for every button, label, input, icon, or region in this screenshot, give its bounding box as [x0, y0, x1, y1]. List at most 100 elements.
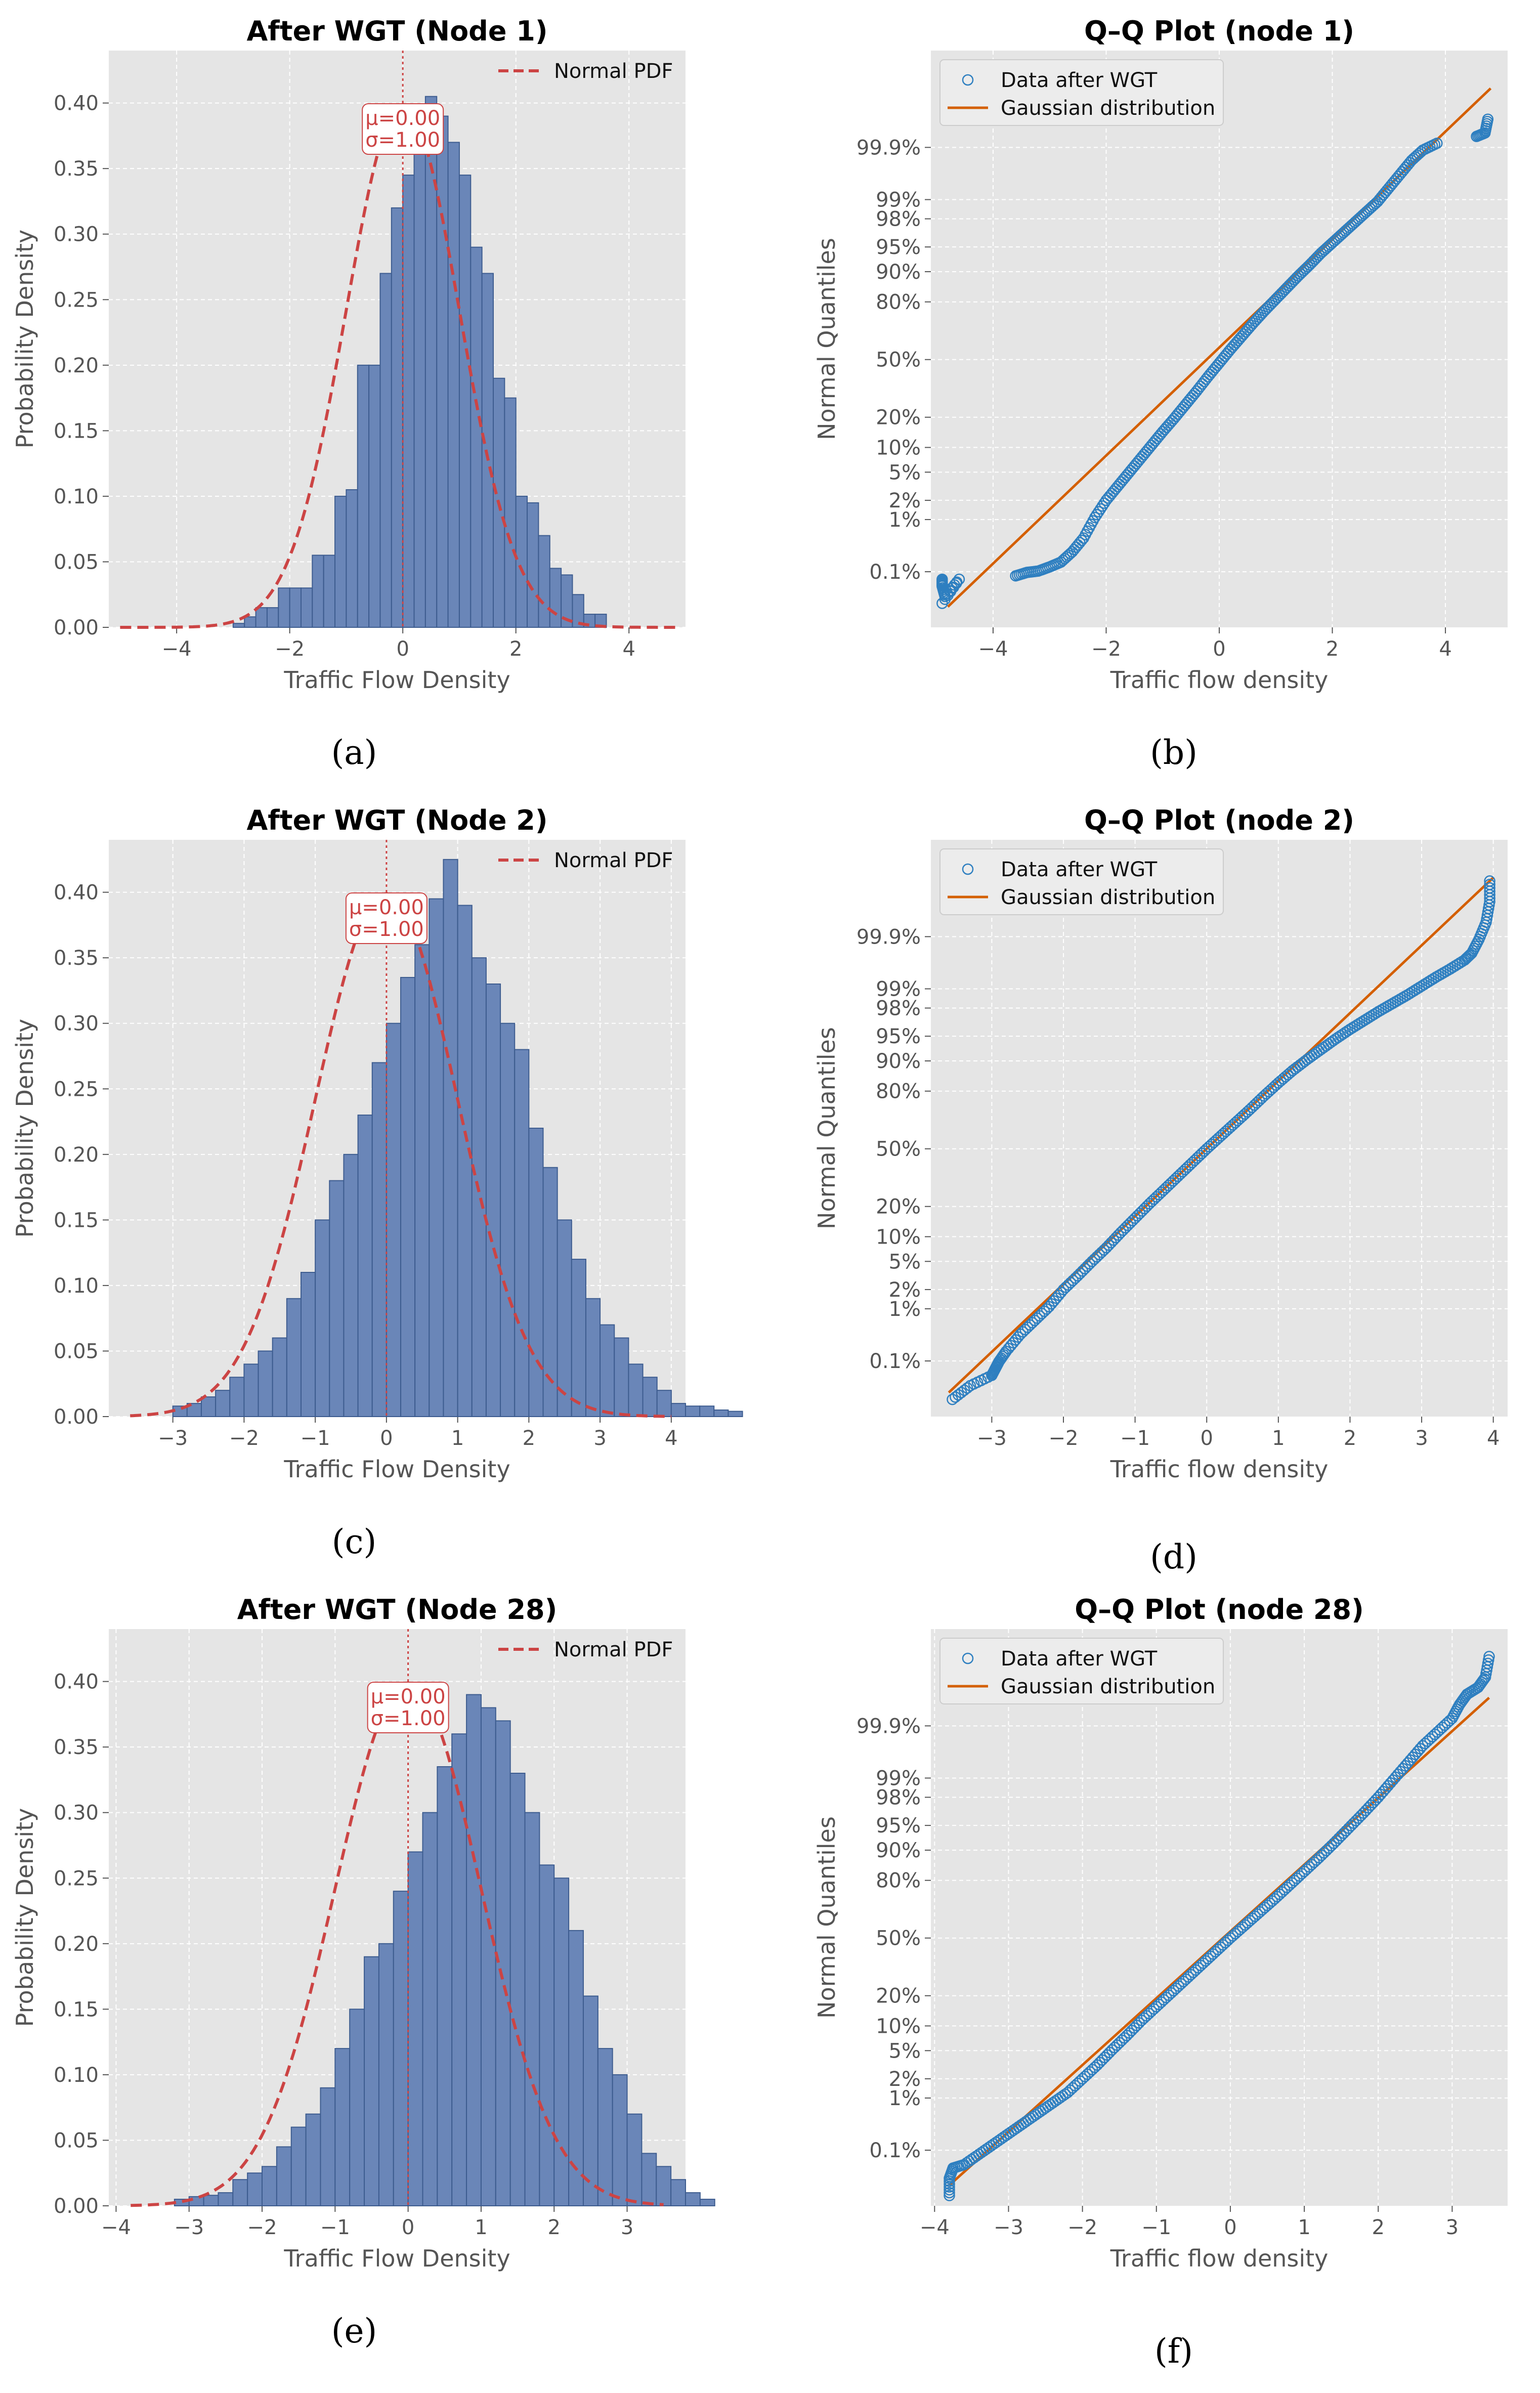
qq-point [1064, 547, 1076, 560]
mean-annotation: μ=0.00 [371, 1685, 446, 1708]
histogram-bar [424, 96, 438, 628]
histogram-bar [699, 2199, 715, 2206]
histogram-bar [229, 1377, 245, 1417]
histogram-bar [553, 1877, 570, 2206]
legend-data-marker [962, 863, 974, 875]
histogram-bar [485, 984, 501, 1417]
panel-caption: (f) [1154, 2332, 1193, 2371]
qq-point [1478, 1673, 1490, 1685]
histogram-bar [528, 1128, 544, 1417]
y-tick-label: 0.1% [869, 1350, 921, 1373]
histogram-bar [656, 2166, 672, 2207]
histogram-bar [262, 2166, 277, 2207]
x-tick-label: 4 [1439, 637, 1451, 661]
histogram-bar [334, 495, 347, 628]
y-axis-label: Normal Quantiles [813, 1816, 840, 2019]
histogram-bar [329, 1180, 345, 1418]
histogram-bar [495, 1720, 511, 2206]
y-tick-label: 50% [876, 1927, 921, 1950]
y-tick-label: 0.35 [54, 157, 99, 181]
y-tick-label: 0.30 [54, 223, 99, 246]
x-axis-label: Traffic flow density [1110, 666, 1329, 694]
histogram-bar [305, 2113, 321, 2206]
y-tick-label: 0.1% [869, 561, 921, 584]
histogram-bar [278, 587, 290, 628]
y-tick-label: 0.20 [54, 1933, 99, 1956]
histogram-bar [557, 1219, 572, 1417]
legend-pdf-label: Normal PDF [554, 849, 673, 872]
y-tick-label: 5% [889, 2039, 921, 2063]
stats-annotation-box [362, 103, 444, 155]
x-tick-label: 0 [1213, 637, 1225, 661]
histogram-bar [346, 489, 358, 628]
y-tick-label: 90% [876, 1050, 921, 1073]
x-tick-label: −3 [994, 2216, 1023, 2239]
y-tick-label: 0.25 [54, 1867, 99, 1890]
gaussian-reference-line [948, 876, 1494, 1394]
x-tick-label: 4 [665, 1427, 677, 1450]
histogram-bar [642, 1377, 658, 1417]
y-tick-label: 1% [889, 1298, 921, 1321]
qq-point [1255, 309, 1267, 321]
qq-point [1309, 253, 1321, 265]
x-tick-label: −2 [229, 1427, 259, 1450]
histogram-bar [585, 1298, 601, 1417]
x-axis-label: Traffic Flow Density [283, 2245, 510, 2272]
histogram-bar [244, 616, 256, 628]
y-tick-label: 0.1% [869, 2139, 921, 2162]
qq-point [1477, 1675, 1489, 1687]
histogram-bar [728, 1411, 743, 1418]
histogram-bar [597, 2048, 613, 2206]
y-tick-label: 99.9% [857, 136, 921, 159]
histogram-bar [215, 1390, 231, 1418]
legend-data-marker [962, 74, 974, 86]
y-tick-label: 0.10 [54, 485, 99, 508]
panel-e: −4 −3 −2 −1 0 1 2 3 0.00 0.05 0.10 0.15 0.20 0.25 0.30… [11, 1594, 715, 2351]
histogram-bar [386, 1022, 402, 1417]
chart-title: After WGT (Node 2) [246, 804, 547, 836]
histogram-bar [349, 2009, 365, 2206]
qq-point [1093, 506, 1104, 518]
histogram-bar [400, 977, 416, 1417]
stats-annotation-box [367, 1682, 449, 1733]
mean-annotation: μ=0.00 [349, 896, 424, 919]
legend-pdf-label: Normal PDF [554, 1638, 673, 1661]
qq-point [1370, 197, 1382, 209]
std-annotation: σ=1.00 [365, 129, 440, 152]
y-tick-label: 99.9% [857, 1715, 921, 1738]
histogram-bar [670, 2179, 687, 2206]
histogram-bar [301, 1272, 316, 1417]
y-tick-label: 2% [889, 2068, 921, 2091]
qq-point [1062, 549, 1075, 561]
qq-point [1308, 255, 1319, 267]
histogram-bar [371, 1062, 387, 1418]
legend-box [939, 59, 1224, 126]
x-tick-label: −4 [920, 2216, 950, 2239]
histogram-bar [320, 2087, 336, 2207]
x-axis-label: Traffic flow density [1110, 2245, 1329, 2272]
qq-point [1302, 261, 1314, 273]
histogram-bar [364, 1956, 379, 2207]
qq-point [1285, 278, 1297, 289]
y-axis-label: Probability Density [11, 230, 38, 449]
qq-point [1281, 281, 1293, 293]
panel-caption: (d) [1150, 1537, 1197, 1576]
panel-caption: (e) [331, 2312, 377, 2351]
y-tick-label: 10% [876, 2015, 921, 2038]
qq-point [1268, 295, 1280, 307]
panel-c: −3 −2 −1 0 1 2 3 4 0.00 0.05 0.10 0.15 0.20 0.25 0.30 0… [11, 804, 743, 1561]
qq-point [1249, 315, 1261, 327]
y-tick-label: 99% [876, 1767, 921, 1790]
y-tick-label: 0.40 [54, 92, 99, 115]
chart-title: After WGT (Node 28) [237, 1594, 558, 1626]
y-axis-label: Probability Density [11, 1808, 38, 2027]
y-tick-label: 1% [889, 508, 921, 532]
x-tick-label: 1 [475, 2216, 487, 2239]
qq-point [1095, 503, 1106, 515]
histogram-bar [641, 2153, 657, 2207]
y-tick-label: 98% [876, 997, 921, 1020]
y-tick-label: 98% [876, 208, 921, 231]
x-tick-label: −1 [1120, 1427, 1150, 1450]
histogram-bar [276, 2146, 292, 2207]
x-tick-label: 0 [402, 2216, 414, 2239]
